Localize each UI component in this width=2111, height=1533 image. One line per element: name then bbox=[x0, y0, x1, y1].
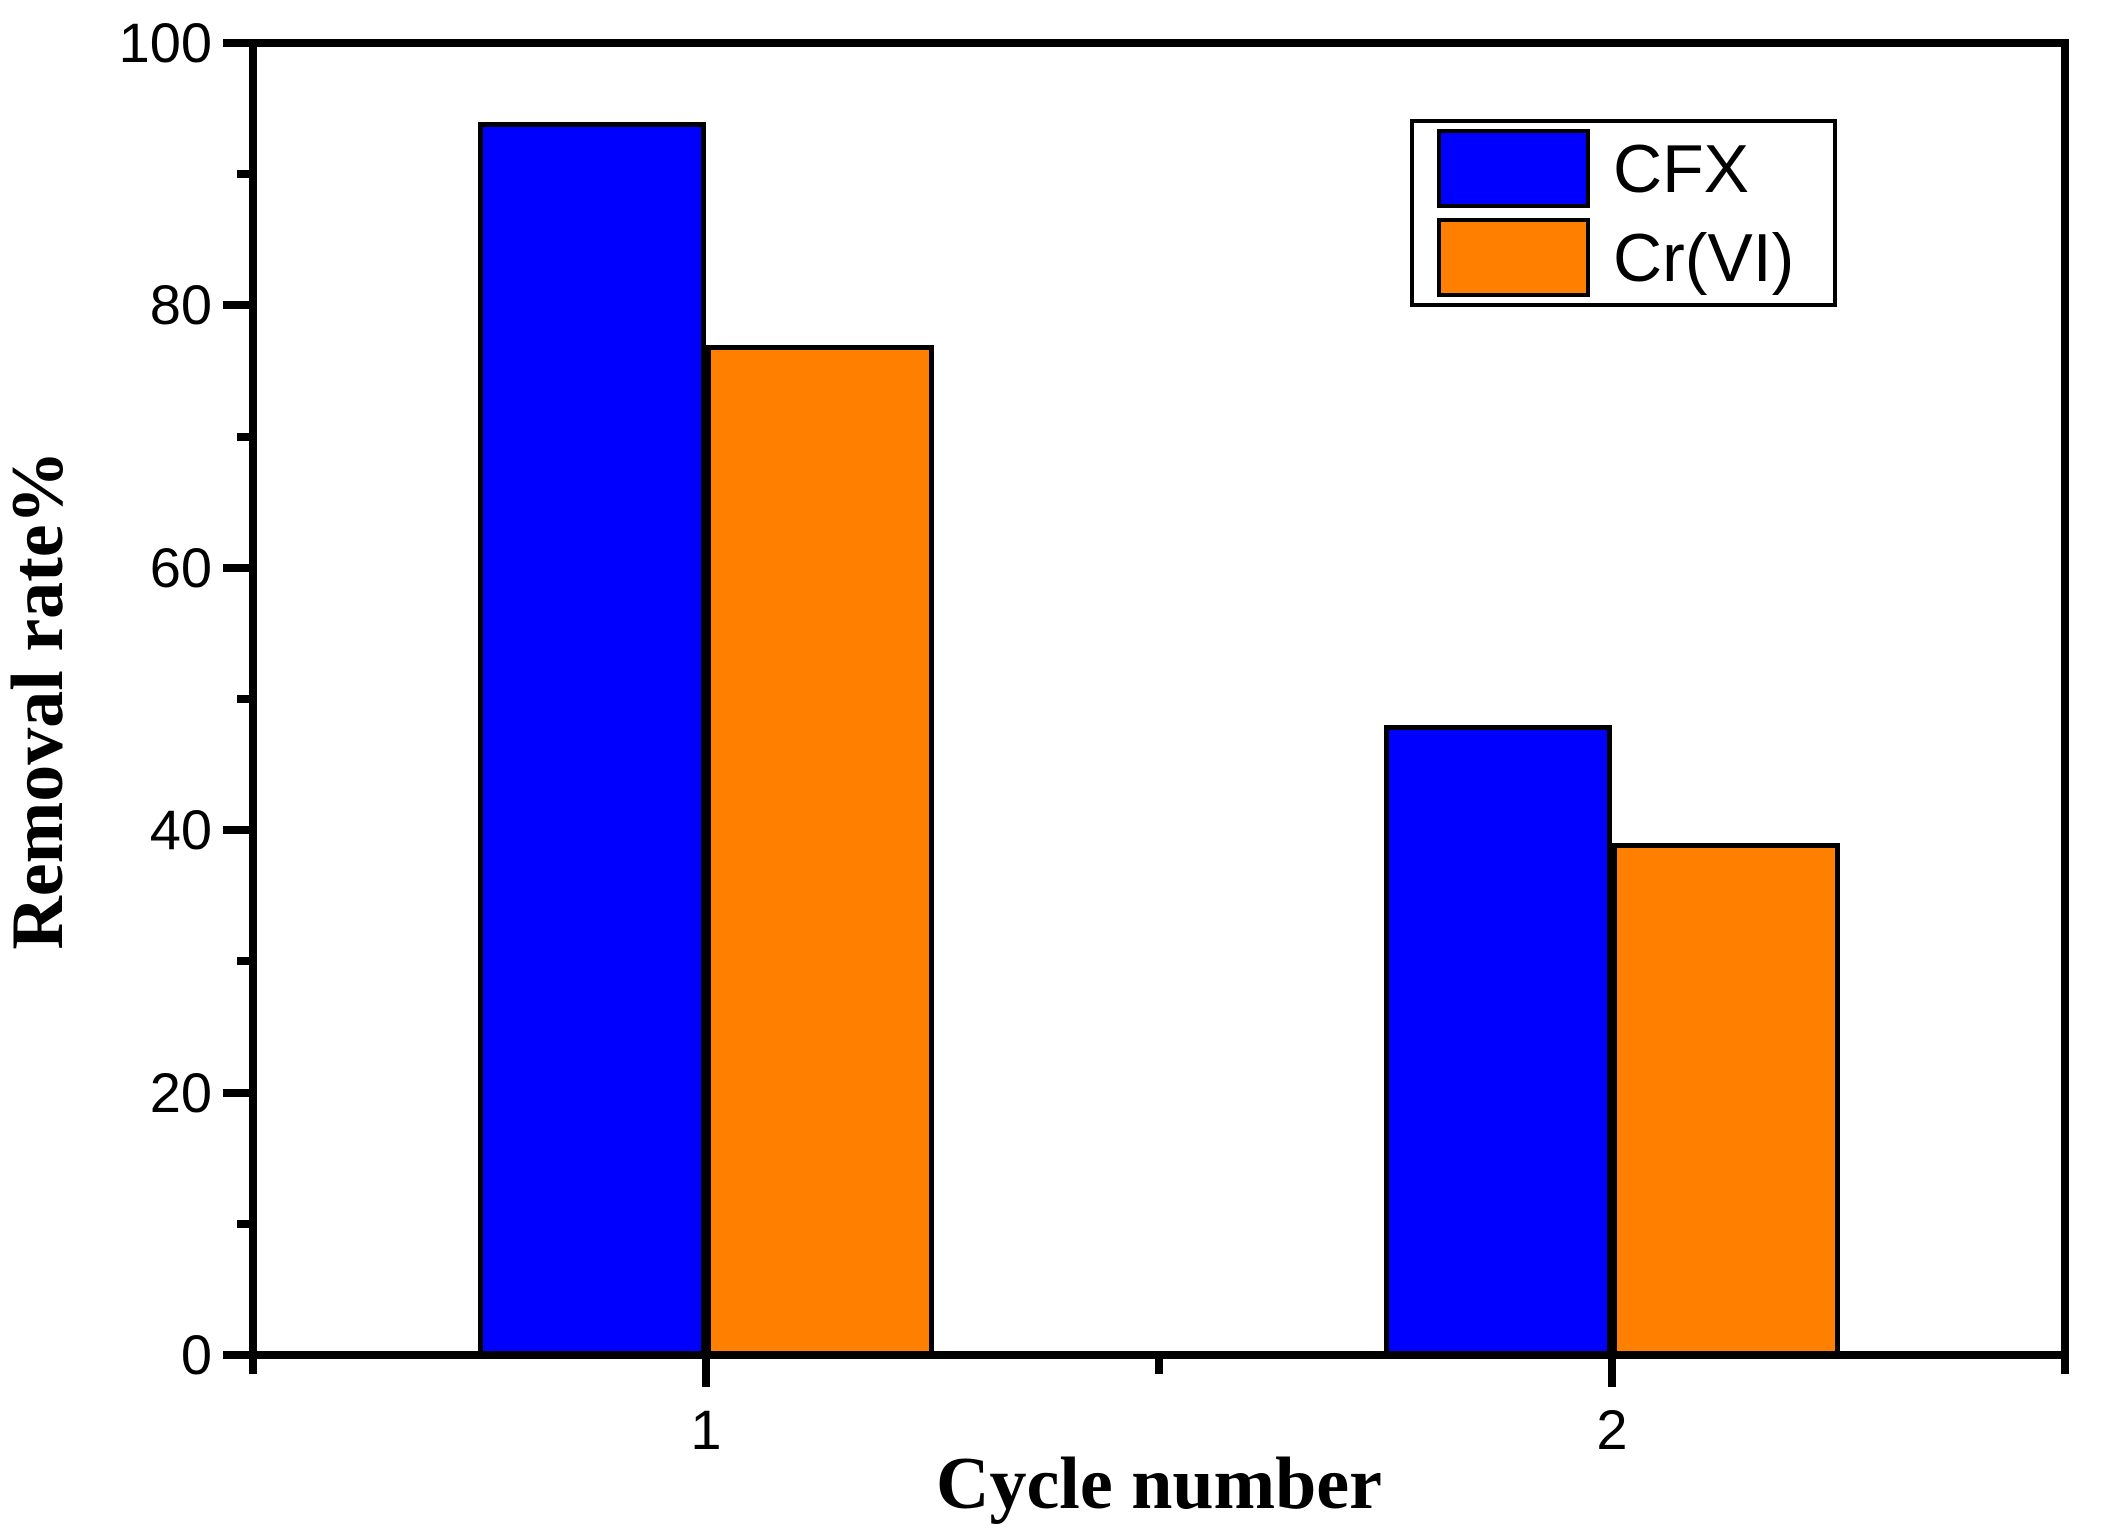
y-axis-title: Removal rate% bbox=[0, 450, 79, 950]
y-axis-tick-label: 0 bbox=[180, 1323, 212, 1386]
y-axis-tick-label: 40 bbox=[149, 798, 212, 862]
bar-cfx-cycle-1 bbox=[478, 121, 706, 1359]
legend-row: CFX bbox=[1437, 129, 1833, 208]
y-axis-major-tick bbox=[223, 826, 253, 835]
x-axis-tick-label: 2 bbox=[1596, 1398, 1628, 1461]
y-axis-major-tick bbox=[223, 1088, 253, 1097]
y-axis-minor-tick bbox=[237, 170, 253, 179]
y-axis-minor-tick bbox=[237, 957, 253, 966]
x-axis-minor-tick bbox=[2061, 1357, 2069, 1374]
y-axis-minor-tick bbox=[237, 432, 253, 441]
y-axis-minor-tick bbox=[237, 1219, 253, 1228]
x-axis-tick-label: 1 bbox=[690, 1398, 722, 1461]
bar-cfx-cycle-2 bbox=[1384, 725, 1612, 1359]
legend-label-cfx: CFX bbox=[1613, 130, 1749, 207]
y-axis-tick-label: 60 bbox=[149, 535, 212, 599]
y-axis-tick-label: 100 bbox=[118, 11, 212, 74]
legend-label-crvi: Cr(VI) bbox=[1613, 219, 1795, 296]
bar-crvi-cycle-2 bbox=[1612, 843, 1840, 1359]
x-axis-major-tick bbox=[702, 1355, 710, 1387]
y-axis-tick-label: 80 bbox=[149, 273, 212, 337]
x-axis-major-tick bbox=[1608, 1355, 1616, 1387]
legend-swatch-crvi bbox=[1437, 218, 1590, 297]
y-axis-major-tick bbox=[223, 301, 253, 310]
y-axis-major-tick bbox=[223, 563, 253, 572]
x-axis-title: Cycle number bbox=[936, 1443, 1382, 1525]
x-axis-minor-tick bbox=[249, 1357, 257, 1374]
legend: CFX Cr(VI) bbox=[1410, 119, 1837, 307]
x-axis-minor-tick bbox=[1155, 1357, 1163, 1374]
legend-row: Cr(VI) bbox=[1437, 218, 1833, 297]
legend-swatch-cfx bbox=[1437, 129, 1590, 208]
y-axis-major-tick bbox=[223, 39, 253, 47]
bar-crvi-cycle-1 bbox=[706, 344, 934, 1359]
y-axis-tick-label: 20 bbox=[149, 1060, 212, 1124]
y-axis-minor-tick bbox=[237, 695, 253, 703]
y-axis-major-tick bbox=[223, 1351, 253, 1359]
